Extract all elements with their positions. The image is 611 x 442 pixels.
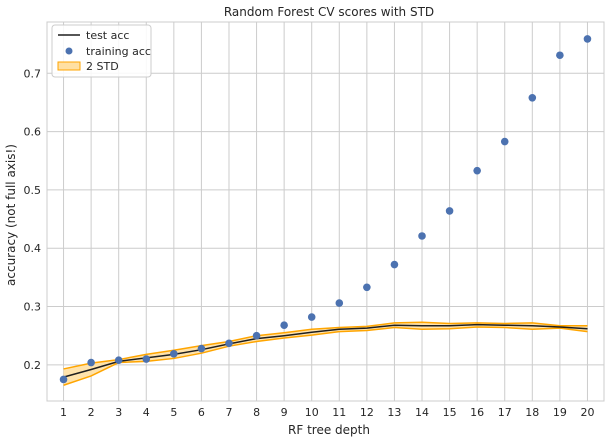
x-tick-label: 1: [60, 406, 67, 419]
training-acc-point: [170, 349, 178, 358]
x-tick-label: 3: [115, 406, 122, 419]
x-tick-label: 9: [281, 406, 288, 419]
training-acc-point: [307, 313, 316, 321]
std-band-layer: [63, 321, 588, 386]
x-tick-label: 6: [198, 406, 205, 419]
training-acc-point: [363, 283, 371, 292]
x-tick-label: 8: [253, 406, 260, 419]
x-tick-label: 13: [387, 406, 401, 419]
x-tick-label: 12: [360, 406, 374, 419]
x-tick-label: 14: [415, 406, 429, 419]
legend-training-point-icon: [65, 47, 73, 55]
training-acc-point: [197, 344, 206, 353]
training-acc-point: [500, 137, 509, 146]
chart-title: Random Forest CV scores with STD: [224, 5, 434, 19]
plot-frame: [46, 21, 605, 402]
test-line-layer: [63, 323, 588, 378]
x-tick-label: 4: [143, 406, 150, 419]
x-tick-label: 18: [525, 406, 539, 419]
training-acc-point: [556, 51, 564, 60]
legend: test acc training acc 2 STD: [51, 24, 152, 78]
y-tick-label: 0.6: [24, 126, 42, 139]
y-tick-label: 0.2: [24, 359, 42, 372]
y-tick-labels: 0.2 0.3 0.4 0.5 0.6 0.7: [24, 67, 42, 372]
x-axis-label: RF tree depth: [288, 423, 370, 437]
training-acc-point: [445, 207, 454, 215]
x-tick-label: 2: [88, 406, 95, 419]
y-tick-label: 0.4: [24, 242, 42, 255]
y-tick-label: 0.5: [24, 184, 42, 197]
y-tick-label: 0.7: [24, 67, 42, 80]
training-points-layer: [59, 35, 592, 384]
training-acc-point: [280, 321, 288, 330]
std-band-lower-edge: [63, 326, 588, 386]
y-tick-label: 0.3: [24, 301, 42, 314]
x-tick-labels: 1 2 3 4 5 6 7 8 9 10 11 12 13 14 15 16 17 18 19 20: [60, 406, 594, 419]
training-acc-point: [59, 375, 68, 384]
training-acc-point: [87, 358, 95, 367]
x-tick-label: 15: [443, 406, 457, 419]
training-acc-point: [473, 166, 481, 175]
training-acc-point: [390, 260, 399, 269]
training-acc-point: [335, 299, 344, 307]
legend-test-label: test acc: [86, 29, 129, 42]
x-tick-label: 17: [498, 406, 512, 419]
x-tick-label: 10: [305, 406, 319, 419]
legend-training-label: training acc: [86, 45, 151, 58]
training-acc-point: [583, 35, 592, 43]
training-acc-point: [252, 331, 261, 340]
x-tick-label: 7: [225, 406, 232, 419]
std-band-upper-edge: [63, 321, 588, 370]
training-acc-point: [114, 356, 123, 364]
test-acc-line: [63, 323, 588, 378]
x-tick-label: 19: [553, 406, 567, 419]
x-tick-label: 16: [470, 406, 484, 419]
training-acc-point: [142, 355, 151, 363]
legend-band-icon: [57, 61, 81, 71]
training-acc-point: [418, 232, 426, 240]
training-acc-point: [528, 94, 537, 102]
legend-band-label: 2 STD: [86, 60, 119, 73]
x-tick-label: 5: [170, 406, 177, 419]
y-axis-label: accuracy (not full axis!): [4, 144, 18, 286]
x-tick-label: 20: [580, 406, 594, 419]
x-tick-label: 11: [332, 406, 346, 419]
training-acc-point: [225, 339, 233, 348]
